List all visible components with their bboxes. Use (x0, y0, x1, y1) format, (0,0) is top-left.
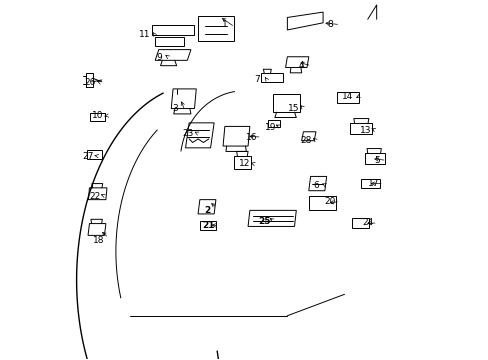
Text: 14: 14 (342, 92, 353, 101)
Text: 6: 6 (312, 181, 318, 190)
Text: 28: 28 (300, 136, 311, 145)
Text: 10: 10 (91, 111, 103, 120)
Text: 19: 19 (264, 123, 276, 132)
Text: 12: 12 (238, 159, 250, 168)
Text: 3: 3 (172, 104, 177, 113)
Text: 17: 17 (367, 179, 379, 188)
Text: 11: 11 (139, 30, 150, 39)
Text: 15: 15 (287, 104, 299, 113)
Text: 5: 5 (373, 156, 379, 165)
Text: 16: 16 (245, 132, 257, 141)
Text: 13: 13 (360, 126, 371, 135)
Text: 18: 18 (93, 236, 104, 245)
Text: 21: 21 (202, 221, 215, 230)
Text: 24: 24 (362, 219, 373, 228)
Text: 7: 7 (254, 76, 259, 85)
Text: 9: 9 (156, 53, 162, 62)
Text: 27: 27 (82, 152, 94, 161)
Text: 22: 22 (89, 192, 101, 201)
Text: 2: 2 (203, 206, 210, 215)
Text: 20: 20 (324, 197, 335, 206)
Text: 8: 8 (326, 20, 332, 29)
Text: 1: 1 (222, 20, 227, 29)
Text: 23: 23 (182, 129, 193, 138)
Text: 4: 4 (298, 61, 304, 70)
Text: 25: 25 (257, 217, 270, 226)
Text: 26: 26 (85, 78, 96, 87)
